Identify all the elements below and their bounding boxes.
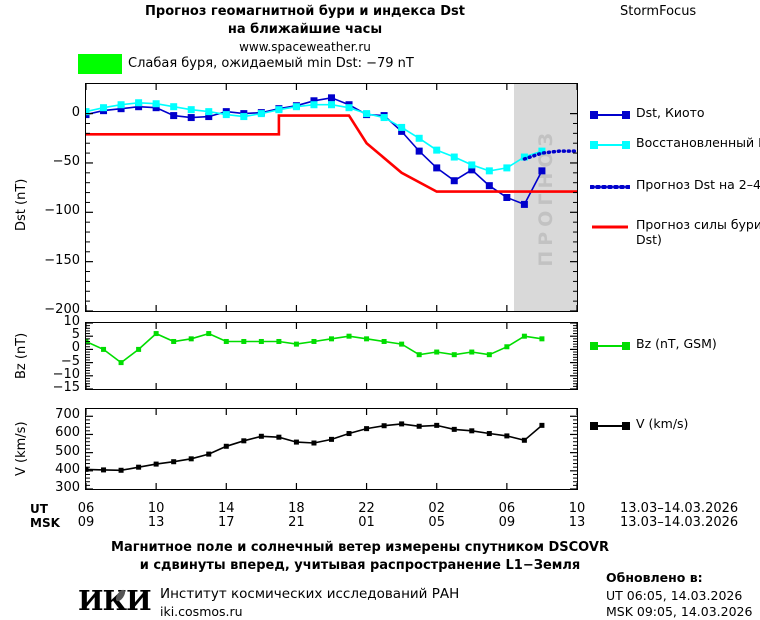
legend-label-dst-kyoto: Dst, Киото: [636, 105, 705, 120]
axis-row-label-ut: UT: [30, 502, 48, 516]
bz-ytick-label: −15: [52, 380, 80, 395]
legend-marker-dst-restored: [590, 139, 630, 149]
iki-logo-slash-icon: [115, 589, 126, 602]
xtick-ut-7: 10: [568, 501, 586, 516]
page-title-line1: Прогноз геомагнитной бури и индекса Dst: [145, 4, 465, 19]
legend-label-bz: Bz (nT, GSM): [636, 336, 717, 351]
v-ytick-label: 300: [55, 480, 80, 495]
legend-marker-v: [590, 420, 630, 430]
v-ytick-label: 700: [55, 407, 80, 423]
xtick-ut-3: 18: [288, 501, 305, 516]
legend-item-dst-restored: Восстановленный Dst: [590, 135, 760, 150]
xtick-msk-0: 09: [77, 515, 95, 530]
storm-level-swatch: [78, 54, 122, 74]
xtick-ut-5: 02: [428, 501, 445, 516]
xtick-ut-1: 10: [147, 501, 165, 516]
bz-ytick-label: 0: [71, 340, 80, 356]
legend-marker-bz: [590, 340, 630, 350]
xtick-ut-4: 22: [358, 501, 375, 516]
legend-marker-dst-forecast: [589, 181, 631, 191]
dst-ytick-label: −150: [44, 252, 80, 268]
date-range-ut: 13.03–14.03.2026: [620, 501, 739, 516]
bz-ytick-label: −5: [60, 353, 80, 369]
dst-ytick-label: −100: [44, 203, 80, 219]
organization-site: iki.cosmos.ru: [160, 604, 243, 619]
legend-item-v: V (km/s): [590, 416, 760, 431]
bz-ytick-label: 5: [71, 327, 80, 343]
v-chart-panel: [85, 408, 578, 490]
legend-item-storm-forecast: Прогноз силы бури (min Dst): [590, 217, 760, 247]
xtick-msk-6: 09: [498, 515, 516, 530]
bz-chart-panel: [85, 322, 578, 390]
xtick-ut-0: 06: [77, 501, 95, 516]
xtick-msk-4: 01: [358, 515, 375, 530]
note-line2: и сдвинуты вперед, учитывая распростране…: [139, 558, 581, 573]
storm-status-text: Слабая буря, ожидаемый min Dst: −79 nT: [128, 56, 414, 71]
legend-item-dst-forecast: Прогноз Dst на 2–4 часа: [589, 177, 760, 192]
iki-logo: ИКИ: [78, 586, 152, 617]
updated-msk: MSK 09:05, 14.03.2026: [606, 604, 753, 619]
xtick-msk-1: 13: [147, 515, 165, 530]
legend-label-storm-forecast: Прогноз силы бури (min Dst): [636, 217, 760, 247]
legend-label-dst-restored: Восстановленный Dst: [636, 135, 760, 150]
forecast-region-shade: [514, 84, 577, 311]
bz-ytick-label: 10: [63, 314, 80, 329]
axis-row-label-msk: MSK: [30, 516, 60, 530]
legend-item-bz: Bz (nT, GSM): [590, 336, 760, 351]
xtick-msk-7: 13: [568, 515, 586, 530]
xtick-ut-2: 14: [218, 501, 235, 516]
updated-title: Обновлено в:: [606, 570, 703, 585]
v-ytick-label: 400: [55, 461, 80, 477]
page-title-line2: на ближайшие часы: [227, 22, 383, 37]
v-ytick-label: 500: [55, 443, 80, 459]
xtick-ut-6: 06: [498, 501, 516, 516]
bz-ytick-label: −10: [52, 366, 80, 382]
legend-marker-dst-kyoto: [590, 109, 630, 119]
xtick-msk-5: 05: [428, 515, 445, 530]
dst-ytick-label: −200: [44, 302, 80, 317]
dst-ytick-label: −50: [52, 153, 80, 169]
note-line1: Магнитное поле и солнечный ветер измерен…: [111, 540, 609, 555]
legend-label-dst-forecast: Прогноз Dst на 2–4 часа: [636, 177, 760, 192]
dst-chart-panel: [85, 83, 578, 312]
dst-ytick-label: 0: [71, 104, 80, 120]
brand-label: StormFocus: [620, 4, 697, 19]
legend-label-v: V (km/s): [636, 416, 689, 431]
v-ytick-label: 600: [55, 425, 80, 441]
legend-marker-storm-forecast: [590, 221, 630, 231]
xtick-msk-3: 21: [288, 515, 305, 530]
xtick-msk-2: 17: [218, 515, 235, 530]
date-range-msk: 13.03–14.03.2026: [620, 515, 739, 530]
updated-ut: UT 06:05, 14.03.2026: [606, 588, 743, 603]
organization-name: Институт космических исследований РАН: [160, 586, 460, 602]
site-url: www.spaceweather.ru: [239, 40, 371, 54]
legend-item-dst-kyoto: Dst, Киото: [590, 105, 760, 120]
